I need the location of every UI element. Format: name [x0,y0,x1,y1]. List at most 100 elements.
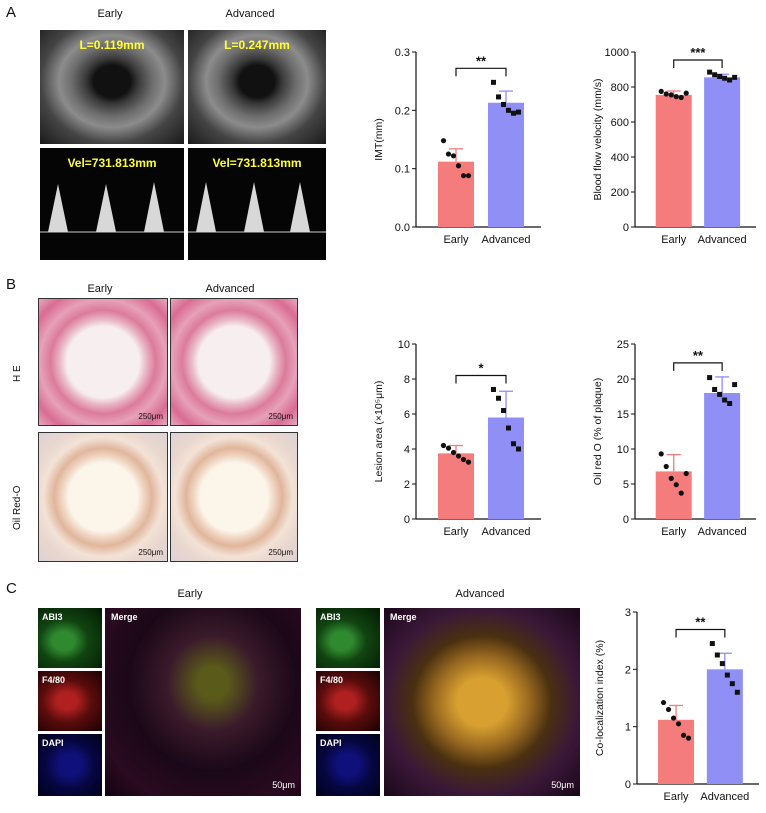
ifc-early-f480-label: F4/80 [42,675,66,685]
x-tick-label: Advanced [698,234,747,246]
data-point [440,442,447,449]
y-tick-label: 25 [617,339,629,351]
data-point [707,375,713,381]
x-tick-label: Advanced [482,526,531,538]
data-point [717,74,723,79]
y-tick-label: 0 [404,514,410,526]
ifc-advanced-abi3: ABI3 [316,608,380,668]
bar-early [658,719,695,784]
data-point [670,715,677,721]
significance-bracket [675,628,726,638]
data-point [675,721,682,727]
y-tick-label: 400 [611,152,629,164]
data-point [685,735,692,741]
bar-advanced [704,77,741,227]
data-point [712,72,718,78]
chart-blood-flow-velocity: 0 200 400 600 800 1000 Blood flow velocity (mm… [575,40,765,265]
y-tick-label: 1 [625,722,631,734]
data-point [501,102,506,107]
data-point [511,110,516,116]
ifc-advanced-f480: F4/80 [316,671,380,731]
x-tick-label: Advanced [700,791,749,803]
y-tick-label: 0.0 [395,222,410,234]
y-tick-label: 600 [611,117,629,129]
y-tick-label: 5 [623,479,629,491]
panel-label-a: A [6,4,17,21]
significance-bracket [673,59,723,68]
ifc-early-abi3: ABI3 [38,608,102,668]
ultrasound-advanced-doppler: Vel=731.813mm [188,148,326,260]
scale-bar-he-advanced: 250μm [268,412,293,421]
scale-bar-oil-early: 250μm [138,548,163,557]
data-point [658,451,664,457]
bar-advanced [488,102,524,227]
scale-bar-he-early: 250μm [138,412,163,421]
y-tick-label: 10 [617,444,629,456]
data-point [460,173,467,179]
data-point [683,470,689,477]
data-point [729,681,735,687]
y-tick-label: 20 [617,374,629,386]
panel-c-early-title: Early [177,588,203,600]
data-point [455,453,462,459]
significance-label: ** [695,615,706,630]
data-point [450,449,457,456]
data-point [511,441,516,447]
x-tick-label: Early [661,234,687,246]
y-tick-label: 15 [617,409,629,421]
y-tick-label: 800 [611,82,629,94]
data-point [724,672,730,678]
significance-bracket [455,374,507,384]
doppler-early-velocity: Vel=731.813mm [67,156,157,170]
ifc-advanced-dapi: DAPI [316,734,380,796]
y-tick-label: 0.2 [395,105,410,117]
bar-early [655,471,692,519]
data-point [727,77,733,83]
data-point [496,395,501,401]
data-point [491,387,496,392]
significance-label: * [478,361,484,376]
scale-bar-oil-advanced: 250μm [268,548,293,557]
y-tick-label: 200 [611,187,629,199]
data-point [712,387,718,392]
ifc-early-abi3-label: ABI3 [42,612,63,622]
data-point [722,397,728,403]
data-point [719,661,725,667]
x-tick-label: Early [664,791,690,803]
data-point [714,652,720,658]
ifc-advanced-merge: Merge 50μm [384,608,580,796]
significance-bracket [455,67,507,77]
panel-b-col-early: Early [87,283,113,295]
y-tick-label: 0 [623,222,629,234]
data-point [455,163,462,169]
y-axis-label: Lesion area (×10⁵μm) [373,381,385,483]
data-point [516,446,521,452]
data-point [665,706,672,713]
bar-early [438,161,474,227]
panel-a-col-advanced: Advanced [225,8,275,20]
chart-colocalization: 0 1 2 3 Co-localization index (%) Early Advanc… [585,600,765,808]
ifc-advanced-dapi-label: DAPI [320,738,342,748]
data-point [506,107,511,113]
data-point [668,92,674,98]
ultrasound-advanced-bmode: L=0.247mm [188,30,326,144]
y-axis-label: Oil red O (% of plaque) [592,378,604,485]
data-point [678,490,684,496]
panel-a-col-early: Early [97,8,123,20]
y-tick-label: 10 [398,339,410,351]
y-tick-label: 4 [404,444,410,456]
he-stain-advanced: 250μm [170,298,298,426]
y-tick-label: 2 [404,479,410,491]
data-point [516,109,521,115]
data-point [450,153,457,159]
row-label-he: H E [12,365,23,382]
significance-bracket [673,362,723,371]
data-point [668,475,674,481]
data-point [680,732,687,738]
data-point [673,94,679,100]
data-point [663,463,669,470]
significance-label: ** [476,53,487,68]
y-tick-label: 3 [625,607,631,619]
significance-label: ** [693,348,704,363]
data-point [465,173,472,179]
